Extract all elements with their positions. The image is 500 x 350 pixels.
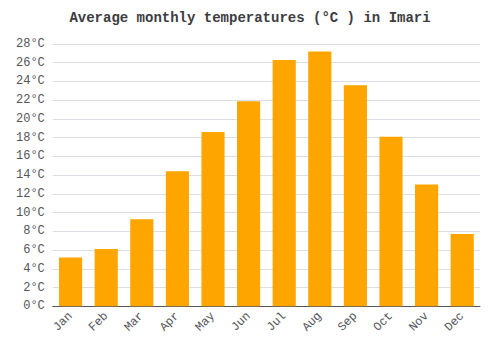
svg-text:Mar: Mar <box>122 309 147 334</box>
svg-text:Aug: Aug <box>300 309 325 334</box>
svg-text:22°C: 22°C <box>16 93 45 107</box>
svg-text:16°C: 16°C <box>16 149 45 163</box>
svg-text:4°C: 4°C <box>23 262 45 276</box>
svg-text:Dec: Dec <box>442 309 467 334</box>
svg-text:Average monthly temperatures (: Average monthly temperatures (°C ) in Im… <box>69 10 430 26</box>
svg-text:Jul: Jul <box>264 309 289 334</box>
svg-text:10°C: 10°C <box>16 206 45 220</box>
svg-text:Sep: Sep <box>335 309 360 334</box>
svg-text:12°C: 12°C <box>16 187 45 201</box>
svg-text:26°C: 26°C <box>16 56 45 70</box>
svg-text:May: May <box>193 309 218 334</box>
svg-text:Jun: Jun <box>228 309 253 334</box>
svg-text:Feb: Feb <box>86 309 111 334</box>
svg-text:28°C: 28°C <box>16 37 45 51</box>
svg-text:Nov: Nov <box>406 309 431 334</box>
svg-text:8°C: 8°C <box>23 224 45 238</box>
svg-text:18°C: 18°C <box>16 131 45 145</box>
svg-text:24°C: 24°C <box>16 74 45 88</box>
svg-text:20°C: 20°C <box>16 112 45 126</box>
svg-text:Apr: Apr <box>157 309 182 334</box>
svg-text:6°C: 6°C <box>23 243 45 257</box>
svg-text:0°C: 0°C <box>23 299 45 313</box>
svg-text:Oct: Oct <box>371 309 396 334</box>
svg-text:2°C: 2°C <box>23 281 45 295</box>
svg-text:Jan: Jan <box>50 309 75 334</box>
svg-text:14°C: 14°C <box>16 168 45 182</box>
